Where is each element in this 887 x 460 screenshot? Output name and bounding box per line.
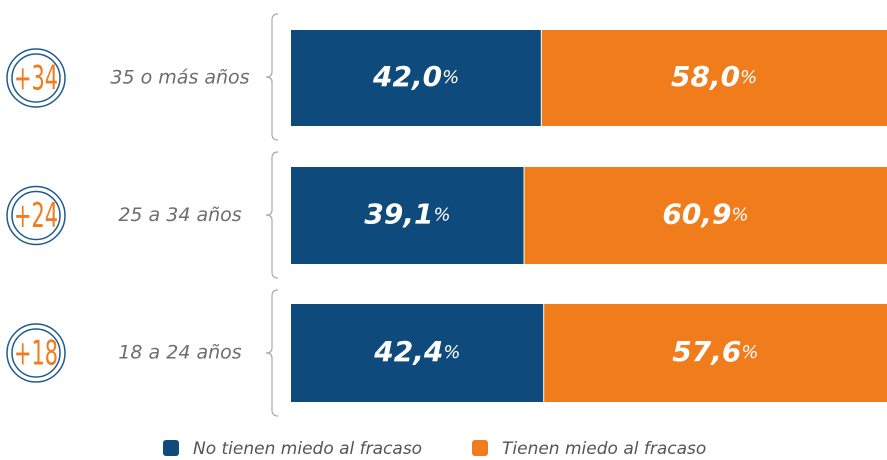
bar-segment <box>291 30 542 126</box>
category-label: 18 a 24 años <box>118 342 241 364</box>
brackets <box>265 13 279 417</box>
category-label: 25 a 34 años <box>118 204 241 226</box>
badge-ring <box>11 328 61 378</box>
badge-label: +24 <box>14 196 58 236</box>
legend-label: No tienen miedo al fracaso <box>193 439 422 459</box>
bar-segment <box>291 304 544 402</box>
bar-segment <box>543 304 887 402</box>
bar-segment <box>541 30 887 126</box>
category-label: 35 o más años <box>110 67 249 89</box>
legend-swatch <box>472 440 488 456</box>
bracket <box>265 151 279 279</box>
bracket <box>265 13 279 141</box>
legend-swatch <box>163 440 179 456</box>
bracket <box>265 289 279 417</box>
bar-segment <box>524 167 887 264</box>
badge-label: +18 <box>14 334 58 374</box>
bar-segment <box>291 167 525 264</box>
badge-label: +34 <box>14 59 58 99</box>
value-label: 42,4% <box>373 335 460 368</box>
badge-ring <box>11 53 61 103</box>
legend-label: Tienen miedo al fracaso <box>502 439 706 459</box>
badge-ring <box>11 190 61 241</box>
